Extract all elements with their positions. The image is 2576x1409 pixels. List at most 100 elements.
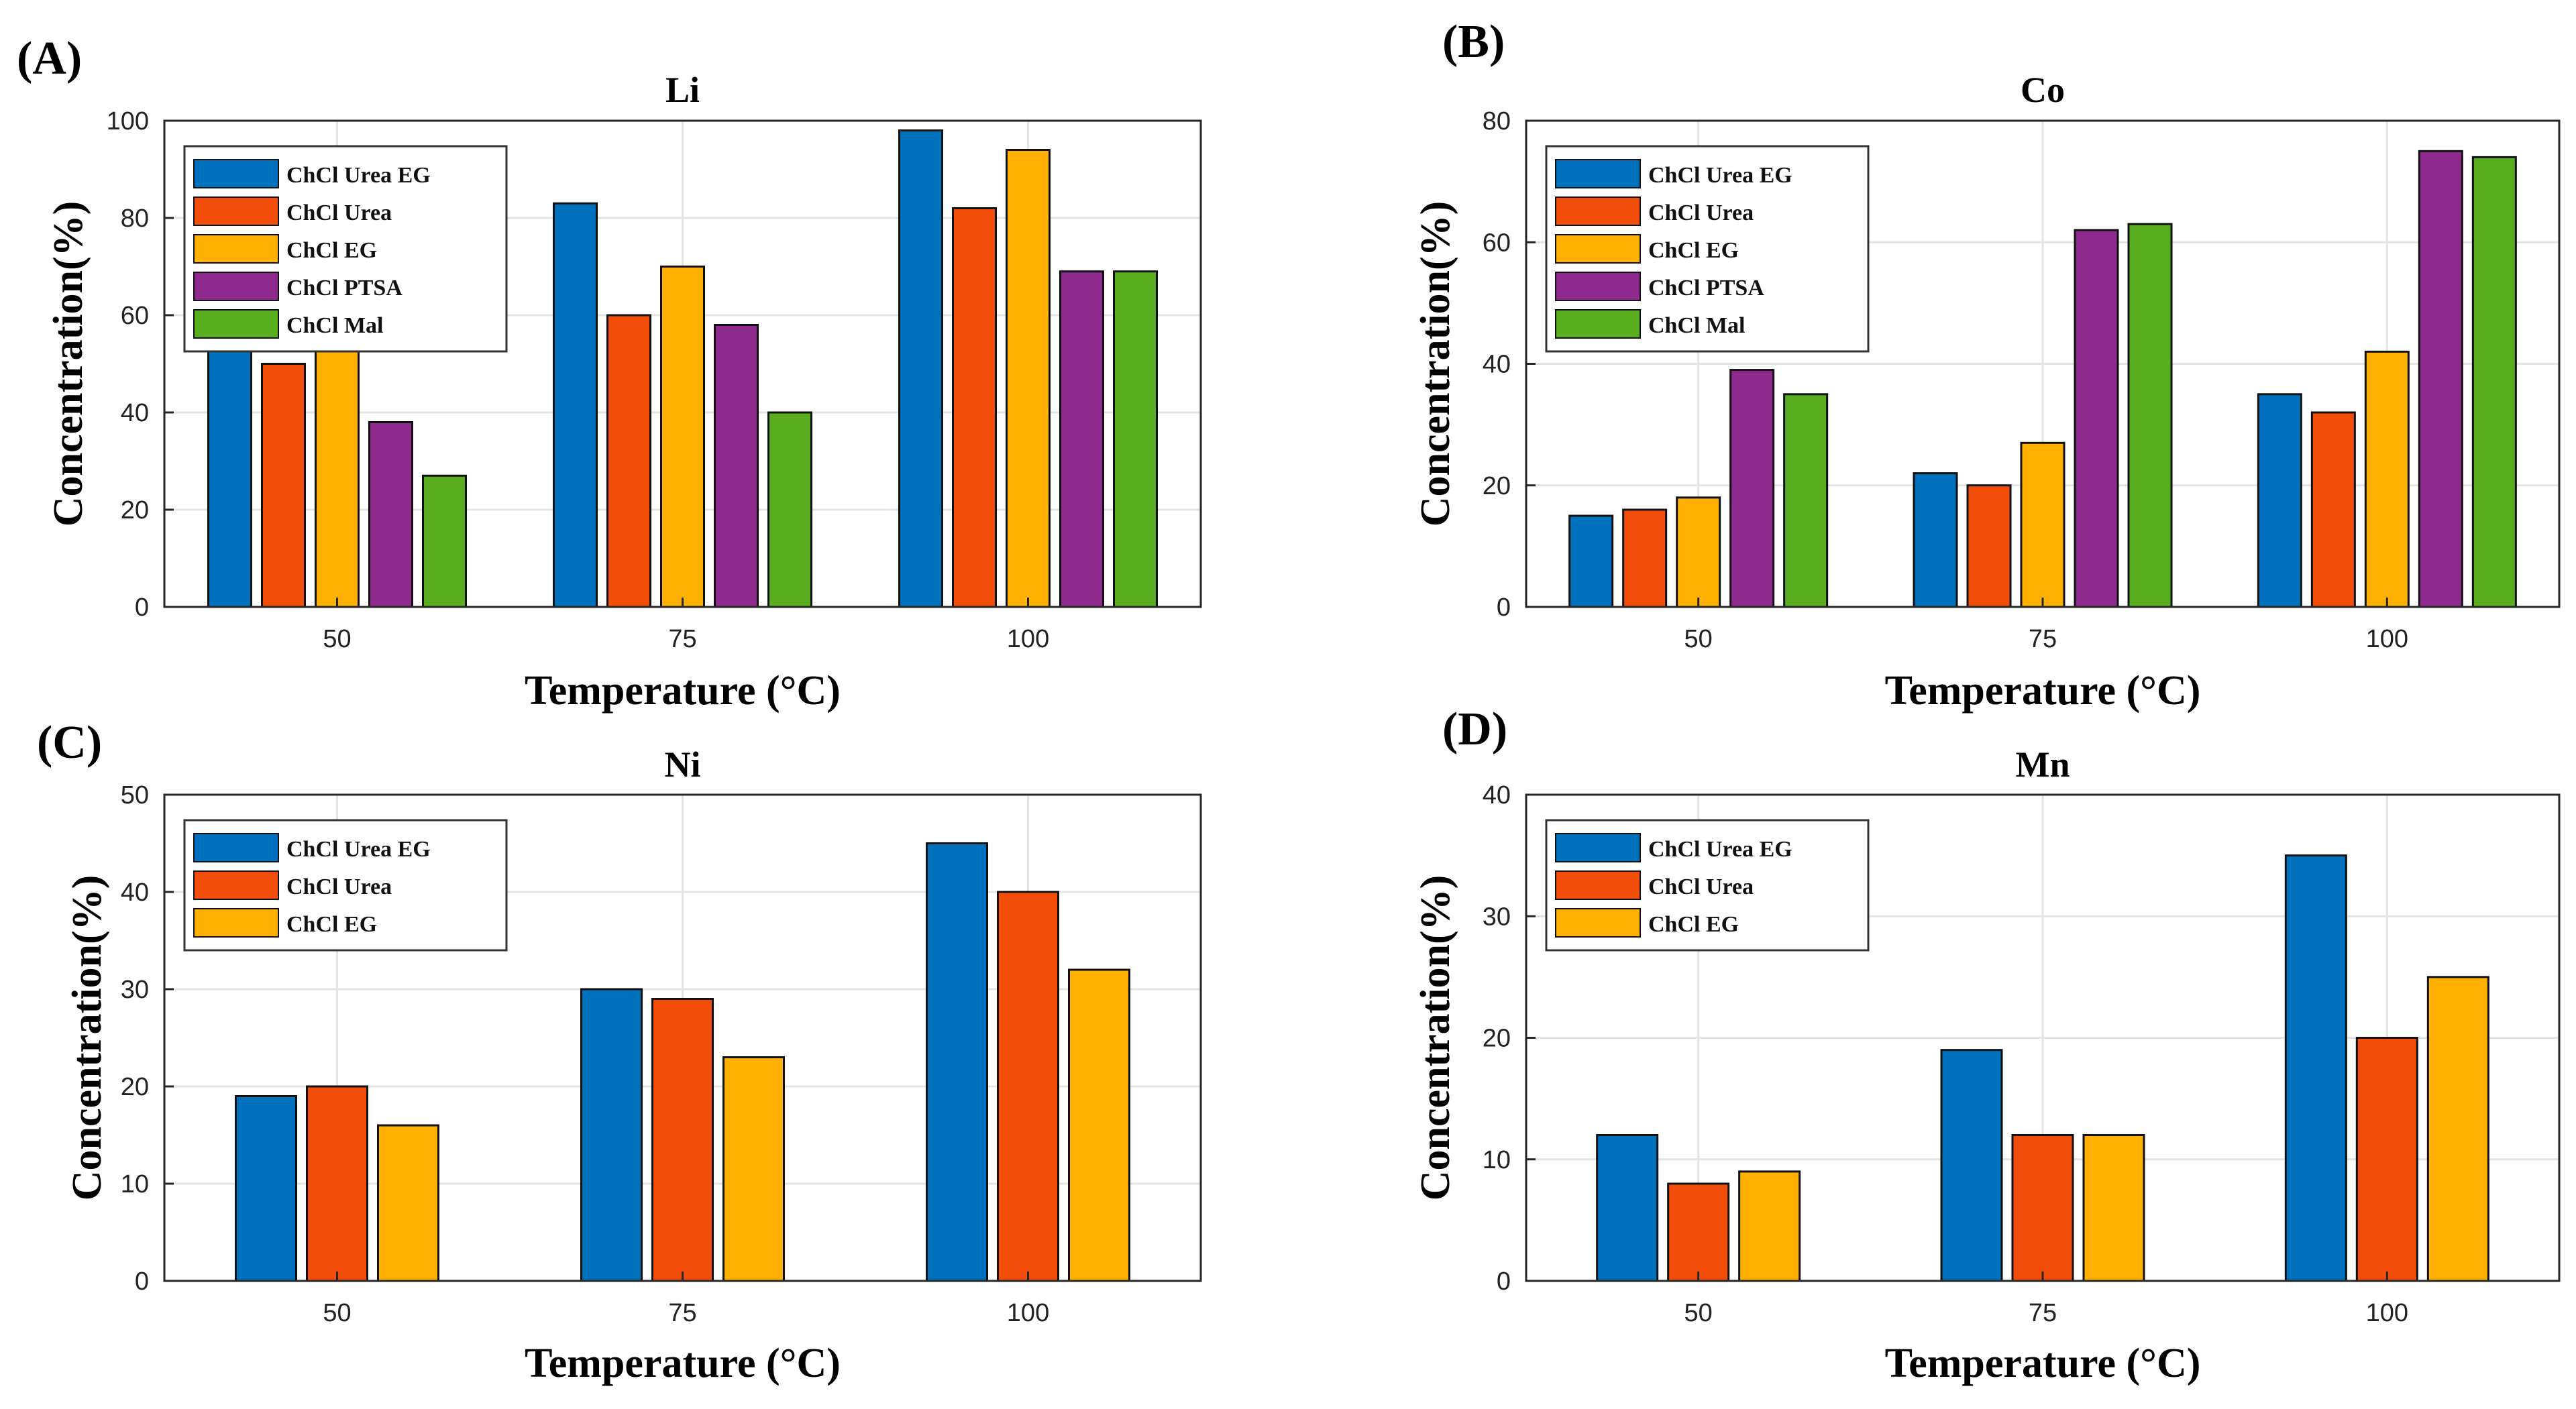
- bar-chcl-mal: [2127, 223, 2173, 608]
- bar-chcl-urea: [261, 363, 306, 608]
- y-tick-label: 50: [121, 781, 149, 809]
- y-axis-label: Concentration(%): [46, 201, 91, 527]
- legend-swatch: [1555, 234, 1641, 264]
- x-tick-label: 75: [2029, 1299, 2057, 1327]
- panel-label: (B): [1442, 16, 1505, 68]
- x-tick-label: 100: [1007, 1299, 1049, 1327]
- y-tick-label: 60: [121, 302, 149, 330]
- bar-chcl-eg: [1006, 149, 1051, 608]
- y-tick-label: 80: [1483, 107, 1511, 135]
- y-tick-label: 30: [1483, 903, 1511, 931]
- legend-entry: ChCl Urea EG: [286, 163, 431, 188]
- bar-chcl-mal: [1783, 393, 1829, 608]
- legend-entry: ChCl PTSA: [1648, 276, 1764, 300]
- y-tick-label: 40: [121, 399, 149, 427]
- legend-entry: ChCl Urea: [286, 875, 392, 899]
- legend-swatch: [1555, 272, 1641, 301]
- legend-swatch: [193, 833, 279, 862]
- bar-chcl-urea: [2011, 1134, 2074, 1282]
- legend-entry: ChCl PTSA: [286, 276, 402, 300]
- bar-chcl-eg: [315, 343, 360, 608]
- x-axis-label: Temperature (°C): [1885, 1341, 2201, 1386]
- legend-swatch: [1555, 833, 1641, 862]
- x-tick-label: 75: [2029, 625, 2057, 653]
- bar-chcl-mal: [767, 411, 812, 608]
- x-axis-label: Temperature (°C): [1885, 668, 2201, 714]
- bar-chcl-urea-eg: [1596, 1134, 1659, 1282]
- legend-swatch: [1555, 908, 1641, 938]
- bar-chcl-eg: [1738, 1170, 1801, 1282]
- bar-chcl-eg: [2020, 441, 2065, 608]
- bar-chcl-mal: [1113, 270, 1158, 608]
- bar-chcl-urea: [1622, 508, 1668, 608]
- legend: ChCl Urea EG ChCl Urea ChCl EG: [183, 819, 508, 952]
- bar-chcl-urea: [606, 314, 651, 608]
- legend-entry: ChCl Mal: [1648, 313, 1746, 338]
- y-tick-label: 20: [1483, 1025, 1511, 1053]
- legend: ChCl Urea EG ChCl Urea ChCl EG ChCl PTSA ChC…: [1545, 145, 1870, 353]
- legend-entry: ChCl EG: [286, 912, 377, 937]
- legend-swatch: [193, 159, 279, 188]
- x-tick-label: 50: [1684, 1299, 1713, 1327]
- y-tick-label: 0: [1497, 594, 1511, 622]
- legend-entry: ChCl Urea: [286, 201, 392, 225]
- bar-chcl-urea-eg: [553, 202, 598, 608]
- x-tick-label: 100: [2366, 1299, 2408, 1327]
- bar-chcl-urea: [2310, 411, 2356, 608]
- bar-chcl-ptsa: [714, 324, 759, 608]
- legend-swatch: [1555, 309, 1641, 339]
- y-tick-label: 40: [1483, 781, 1511, 809]
- panel-label: (A): [17, 33, 82, 84]
- bar-chcl-ptsa: [1729, 369, 1775, 608]
- bar-chcl-mal: [2471, 156, 2517, 608]
- bar-chcl-ptsa: [2074, 229, 2119, 608]
- chart-panel: (C) Ni 0 10 20 30 40 50 50 75 100 Temperature (°C) C…: [37, 717, 1202, 1386]
- x-tick-label: 100: [1007, 625, 1049, 653]
- legend: ChCl Urea EG ChCl Urea ChCl EG: [1545, 819, 1870, 952]
- x-tick-label: 75: [668, 625, 696, 653]
- chart-title: Li: [665, 70, 700, 110]
- bar-chcl-urea-eg: [580, 988, 643, 1282]
- legend-swatch: [193, 870, 279, 900]
- bar-chcl-urea: [1667, 1182, 1730, 1282]
- bar-chcl-urea: [1966, 484, 2012, 608]
- x-tick-label: 50: [323, 625, 351, 653]
- bar-chcl-urea-eg: [1940, 1049, 2003, 1282]
- bar-chcl-urea-eg: [1568, 514, 1614, 608]
- y-tick-label: 60: [1483, 229, 1511, 257]
- bar-chcl-eg: [2364, 350, 2410, 608]
- legend-entry: ChCl EG: [286, 238, 377, 263]
- legend-entry: ChCl Urea EG: [286, 837, 431, 862]
- bar-chcl-urea: [2355, 1037, 2418, 1282]
- legend-swatch: [1555, 196, 1641, 226]
- y-tick-label: 20: [121, 496, 149, 524]
- legend-swatch: [193, 272, 279, 301]
- bar-chcl-urea-eg: [2284, 854, 2347, 1282]
- legend-swatch: [193, 196, 279, 226]
- bar-chcl-urea-eg: [235, 1095, 297, 1282]
- x-tick-label: 50: [323, 1299, 351, 1327]
- chart-title: Mn: [2016, 744, 2070, 785]
- bar-chcl-urea-eg: [898, 129, 943, 608]
- bar-chcl-urea: [997, 891, 1059, 1282]
- y-tick-label: 40: [121, 879, 149, 907]
- x-axis-label: Temperature (°C): [525, 1341, 841, 1386]
- chart-title: Ni: [665, 744, 701, 785]
- legend-entry: ChCl Urea: [1648, 201, 1754, 225]
- legend-swatch: [193, 234, 279, 264]
- bar-chcl-urea: [952, 207, 997, 608]
- y-axis-label: Concentration(%): [1413, 201, 1458, 527]
- x-tick-label: 75: [668, 1299, 696, 1327]
- legend-swatch: [1555, 870, 1641, 900]
- y-tick-label: 0: [135, 594, 149, 622]
- y-axis-label: Concentration(%): [64, 875, 110, 1201]
- y-tick-label: 0: [135, 1267, 149, 1296]
- y-tick-label: 10: [121, 1170, 149, 1198]
- bar-chcl-eg: [2082, 1134, 2145, 1282]
- bar-chcl-ptsa: [2418, 150, 2463, 608]
- y-tick-label: 100: [107, 107, 149, 135]
- bar-chcl-urea: [306, 1085, 368, 1282]
- legend-entry: ChCl EG: [1648, 912, 1739, 937]
- legend-entry: ChCl Urea EG: [1648, 837, 1792, 862]
